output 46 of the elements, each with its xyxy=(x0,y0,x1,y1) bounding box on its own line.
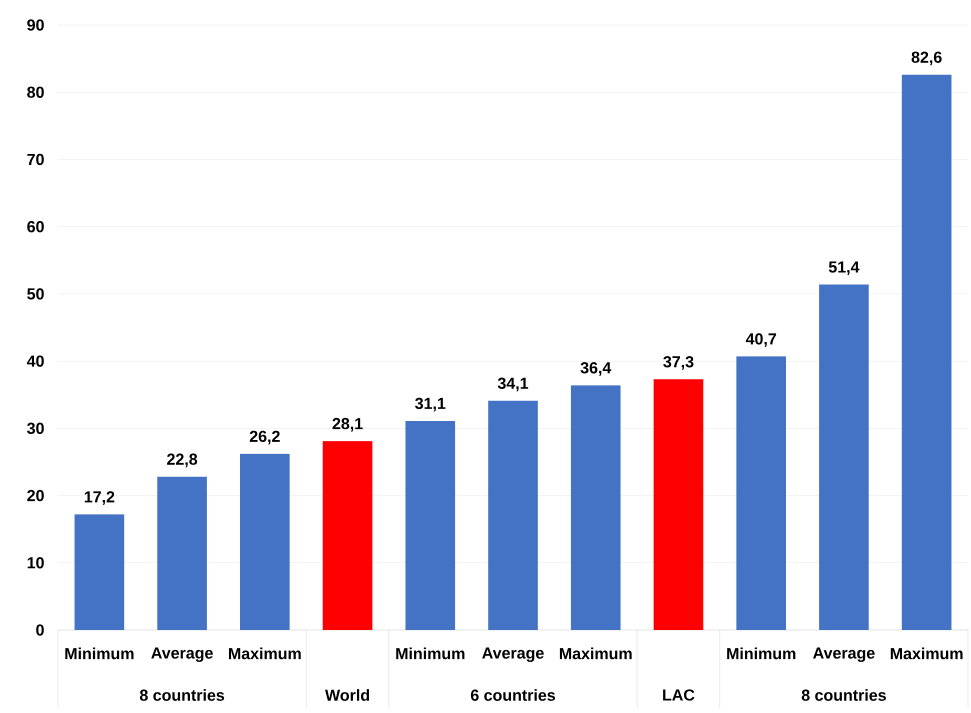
x-tick-label: Average xyxy=(151,648,213,662)
y-tick-label: 10 xyxy=(28,557,44,568)
data-label: 36,4 xyxy=(580,362,612,376)
x-tick-label: Minimum xyxy=(727,648,796,660)
bar xyxy=(240,454,290,630)
text: LAC xyxy=(663,689,694,701)
x-tick-label: Minimum xyxy=(396,648,464,660)
bar xyxy=(157,476,207,630)
data-label: 82,6 xyxy=(912,52,942,66)
data-label: 17,2 xyxy=(84,491,114,505)
data-label: 51,4 xyxy=(828,261,860,275)
data-label: 40,7 xyxy=(746,333,776,347)
bar xyxy=(819,284,869,630)
data-label: 37,3 xyxy=(663,356,694,370)
bar xyxy=(736,356,786,630)
x-tick-label: Average xyxy=(482,648,544,662)
text: 8 countries xyxy=(140,689,224,701)
y-tick-label: 90 xyxy=(27,19,44,31)
bar xyxy=(902,74,952,630)
y-tick-label: 30 xyxy=(27,422,44,434)
data-label: 31,1 xyxy=(415,398,446,412)
x-tick-label: Minimum xyxy=(65,648,134,660)
y-tick-label: 0 xyxy=(36,624,44,636)
data-label: 34,1 xyxy=(498,378,528,392)
text: 8 countries xyxy=(802,689,886,701)
y-tick-label: 20 xyxy=(27,490,44,502)
y-tick-label: 60 xyxy=(27,221,44,232)
y-tick-label: 80 xyxy=(27,86,44,98)
data-label: 26,2 xyxy=(250,430,280,444)
y-tick-label: 70 xyxy=(27,154,44,166)
x-tick-label: Average xyxy=(813,648,875,662)
y-tick-label: 50 xyxy=(27,288,44,300)
bar xyxy=(570,385,621,630)
data-label: 28,1 xyxy=(332,418,363,432)
text: World xyxy=(325,689,370,701)
bar xyxy=(654,379,704,630)
x-tick-label: Maximum xyxy=(229,648,301,660)
data-label: 22,8 xyxy=(167,454,198,468)
text: 6 countries xyxy=(470,689,556,701)
x-tick-label: Maximum xyxy=(560,648,632,660)
bar xyxy=(322,441,372,630)
x-tick-label: Maximum xyxy=(890,648,963,660)
y-tick-label: 40 xyxy=(26,355,44,367)
bar xyxy=(405,420,456,630)
bar xyxy=(488,400,538,630)
bar xyxy=(74,514,124,630)
